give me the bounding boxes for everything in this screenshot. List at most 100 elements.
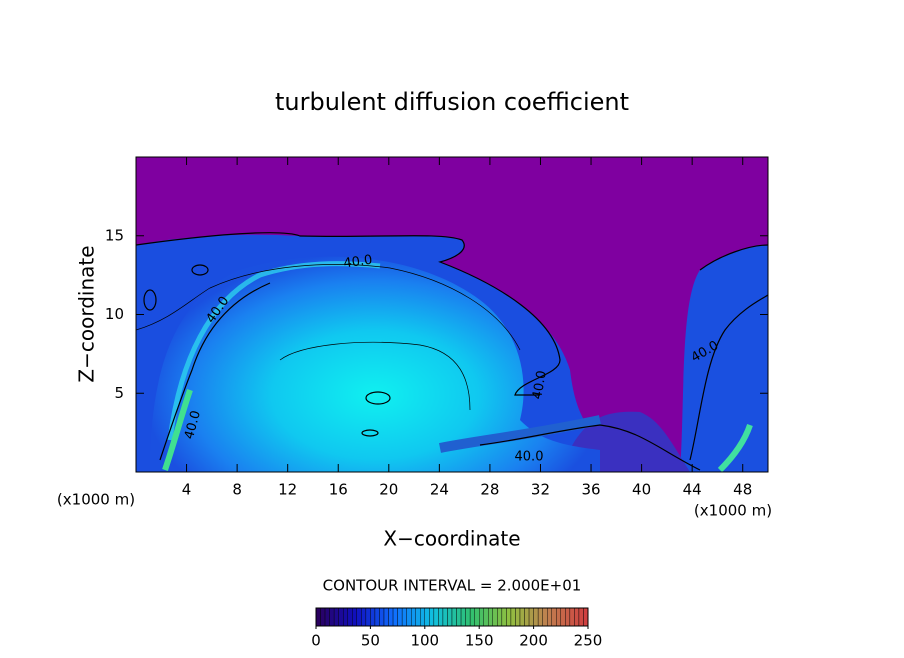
colorbar-cell bbox=[497, 607, 503, 627]
colorbar-cell bbox=[329, 607, 335, 627]
x-tick-label: 24 bbox=[430, 481, 449, 499]
colorbar-cell bbox=[379, 607, 385, 627]
contour-line bbox=[689, 294, 768, 461]
colorbar-cell bbox=[429, 607, 435, 627]
colorbar-cell bbox=[370, 607, 376, 627]
colorbar-cell bbox=[415, 607, 421, 627]
x-tick-label: 12 bbox=[278, 481, 297, 499]
colorbar-cell bbox=[324, 607, 330, 627]
field-band bbox=[439, 415, 602, 453]
colorbar-cell bbox=[528, 607, 534, 627]
contour-label: 40.0 bbox=[182, 409, 204, 441]
colorbar-cell bbox=[356, 607, 362, 627]
x-tick-label: 40 bbox=[632, 481, 651, 499]
contour-line bbox=[159, 282, 271, 461]
x-tick-label: 48 bbox=[733, 481, 752, 499]
colorbar-cell bbox=[456, 607, 462, 627]
contour-line bbox=[365, 391, 391, 405]
colorbar-cell bbox=[510, 607, 516, 627]
colorbar-cell bbox=[551, 607, 557, 627]
colorbar-cell bbox=[501, 607, 507, 627]
field-band bbox=[167, 261, 381, 441]
colorbar-cell bbox=[315, 607, 321, 627]
contour-line bbox=[479, 424, 701, 471]
contour-line bbox=[136, 232, 561, 396]
x-unit-label: (x1000 m) bbox=[57, 491, 135, 509]
colorbar-cell bbox=[506, 607, 512, 627]
x-unit-label: (x1000 m) bbox=[694, 502, 772, 520]
colorbar-tick-label: 150 bbox=[465, 632, 494, 650]
colorbar-cell bbox=[347, 607, 353, 627]
field-band bbox=[717, 423, 753, 472]
chart-title: turbulent diffusion coefficient bbox=[275, 88, 629, 116]
x-axis-title: X−coordinate bbox=[383, 527, 520, 551]
colorbar-cell bbox=[320, 607, 326, 627]
y-tick-label: 10 bbox=[105, 305, 124, 323]
colorbar-cell bbox=[483, 607, 489, 627]
field bbox=[136, 157, 768, 472]
colorbar-cell bbox=[388, 607, 394, 627]
colorbar-cell bbox=[361, 607, 367, 627]
y-axis-title: Z−coordinate bbox=[75, 245, 99, 382]
colorbar-cell bbox=[451, 607, 457, 627]
colorbar-cell bbox=[365, 607, 371, 627]
contour-line bbox=[143, 289, 157, 311]
colorbar-cell bbox=[560, 607, 566, 627]
colorbar-cell bbox=[411, 607, 416, 627]
colorbar-tick-label: 250 bbox=[574, 632, 603, 650]
colorbar-cell bbox=[578, 607, 584, 627]
contour-line bbox=[191, 264, 209, 276]
colorbar-cell bbox=[424, 607, 430, 627]
colorbar-frame bbox=[315, 607, 589, 627]
y-tick-label: 15 bbox=[105, 226, 124, 244]
colorbar-cell bbox=[438, 607, 444, 627]
x-tick-label: 16 bbox=[329, 481, 348, 499]
colorbar-cell bbox=[433, 607, 439, 627]
colorbar-cell bbox=[352, 607, 357, 627]
colorbar-tick-label: 0 bbox=[311, 632, 321, 650]
colorbar-cell bbox=[583, 607, 589, 627]
colorbar-cell bbox=[574, 607, 580, 627]
contour-line bbox=[699, 244, 768, 271]
colorbar-cell bbox=[537, 607, 543, 627]
colorbar-cell bbox=[533, 607, 539, 627]
colorbar-cell bbox=[488, 607, 493, 627]
colorbar-cell bbox=[569, 607, 575, 627]
colorbar-cell bbox=[479, 607, 484, 627]
contour-line bbox=[279, 341, 471, 411]
colorbar-cell bbox=[492, 607, 498, 627]
contour-interval: CONTOUR INTERVAL = 2.000E+01 bbox=[323, 577, 582, 595]
colorbar-cell bbox=[401, 607, 407, 627]
colorbar-tick-label: 100 bbox=[410, 632, 439, 650]
colorbar-cell bbox=[343, 607, 348, 627]
contour-label: 40.0 bbox=[515, 450, 544, 465]
colorbar-cell bbox=[392, 607, 398, 627]
colorbar-cell bbox=[542, 607, 548, 627]
contour-label: 40.0 bbox=[530, 369, 550, 400]
colorbar-tick-label: 50 bbox=[361, 632, 380, 650]
x-tick-label: 32 bbox=[531, 481, 550, 499]
colorbar-cell bbox=[556, 607, 561, 627]
field-band bbox=[162, 389, 193, 471]
field-low-region bbox=[680, 245, 768, 472]
x-tick-label: 28 bbox=[480, 481, 499, 499]
colorbar-tick-label: 200 bbox=[519, 632, 548, 650]
colorbar-cell bbox=[383, 607, 389, 627]
y-tick-label: 5 bbox=[114, 384, 124, 402]
x-tick-label: 4 bbox=[182, 481, 192, 499]
colorbar-cell bbox=[447, 607, 453, 627]
colorbar-cell bbox=[465, 607, 471, 627]
colorbar-cell bbox=[374, 607, 380, 627]
x-tick-label: 20 bbox=[379, 481, 398, 499]
contour-line bbox=[361, 429, 379, 437]
colorbar-cell bbox=[515, 607, 521, 627]
x-tick-label: 8 bbox=[232, 481, 242, 499]
colorbar-cell bbox=[460, 607, 466, 627]
colorbar-cell bbox=[547, 607, 552, 627]
colorbar-cell bbox=[524, 607, 530, 627]
colorbar-cell bbox=[420, 607, 425, 627]
colorbar-cell bbox=[565, 607, 571, 627]
colorbar-cell bbox=[519, 607, 525, 627]
colorbar-cell bbox=[469, 607, 475, 627]
